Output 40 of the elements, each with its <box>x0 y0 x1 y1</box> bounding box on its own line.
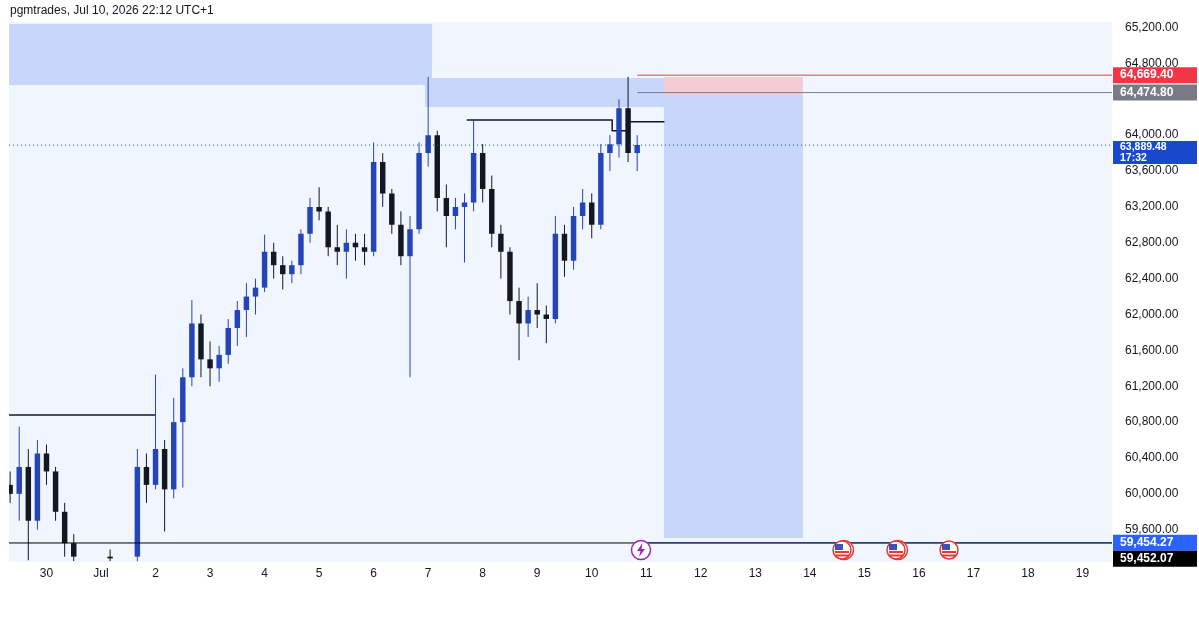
x-tick-label: 8 <box>479 565 487 580</box>
x-tick-label: 2 <box>152 565 160 580</box>
y-tick-label: 60,400.00 <box>1125 450 1179 465</box>
y-tick-label: 63,600.00 <box>1125 163 1179 178</box>
y-tick-label: 64,800.00 <box>1125 55 1179 70</box>
ref-line-label: 59,452.07 <box>1120 551 1174 566</box>
x-tick-label: 7 <box>424 565 432 580</box>
y-tick-label: 61,600.00 <box>1125 342 1179 357</box>
y-tick-label: 61,200.00 <box>1125 378 1179 393</box>
x-tick-label: Jul <box>93 565 109 580</box>
x-tick-label: 10 <box>585 565 599 580</box>
x-tick-label: 16 <box>912 565 926 580</box>
y-tick-label: 64,000.00 <box>1125 127 1179 142</box>
x-tick-label: 17 <box>966 565 981 580</box>
y-tick-label: 63,200.00 <box>1125 199 1179 214</box>
ref-line-label: 63,889.48 17:32 <box>1120 139 1167 163</box>
x-tick-label: 13 <box>748 565 763 580</box>
ref-line-label: 64,669.40 <box>1120 67 1174 82</box>
ref-line-label: 64,474.80 <box>1120 84 1174 99</box>
ref-line-label: 59,454.27 <box>1120 535 1174 550</box>
y-tick-label: 65,200.00 <box>1125 19 1179 34</box>
y-tick-label: 62,800.00 <box>1125 235 1179 250</box>
y-tick-label: 62,400.00 <box>1125 270 1179 285</box>
x-tick-label: 9 <box>533 565 541 580</box>
x-tick-label: 5 <box>315 565 323 580</box>
y-tick-label: 60,800.00 <box>1125 414 1179 429</box>
x-tick-label: 3 <box>206 565 214 580</box>
y-tick-label: 60,000.00 <box>1125 486 1179 501</box>
y-tick-label: 59,600.00 <box>1125 522 1179 537</box>
x-tick-label: 11 <box>640 565 653 580</box>
x-tick-label: 19 <box>1075 565 1090 580</box>
y-tick-label: 62,000.00 <box>1125 306 1179 321</box>
chart-title: pgmtrades, Jul 10, 2026 22:12 UTC+1 <box>10 3 214 17</box>
x-tick-label: 15 <box>857 565 872 580</box>
x-tick-label: 4 <box>261 565 269 580</box>
x-tick-label: 12 <box>694 565 708 580</box>
x-tick-label: 14 <box>803 565 817 580</box>
x-tick-label: 18 <box>1021 565 1035 580</box>
x-tick-label: 30 <box>39 565 54 580</box>
x-tick-label: 6 <box>370 565 378 580</box>
